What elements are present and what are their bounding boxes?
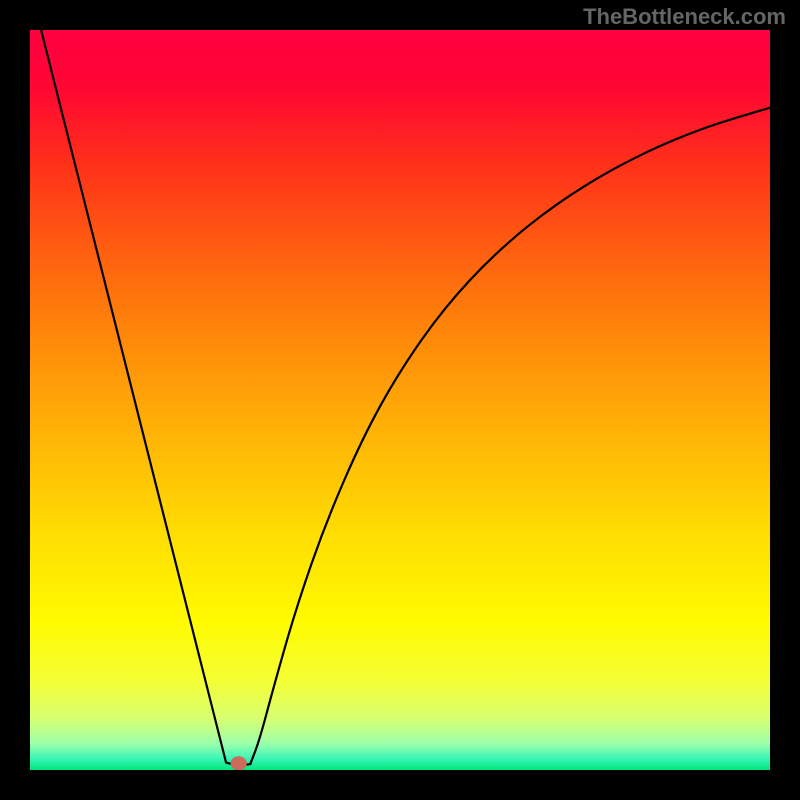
chart-frame: TheBottleneck.com	[0, 0, 800, 800]
bottleneck-chart	[0, 0, 800, 800]
min-point-marker	[231, 756, 247, 770]
gradient-background	[30, 30, 770, 770]
watermark-text: TheBottleneck.com	[583, 4, 786, 30]
